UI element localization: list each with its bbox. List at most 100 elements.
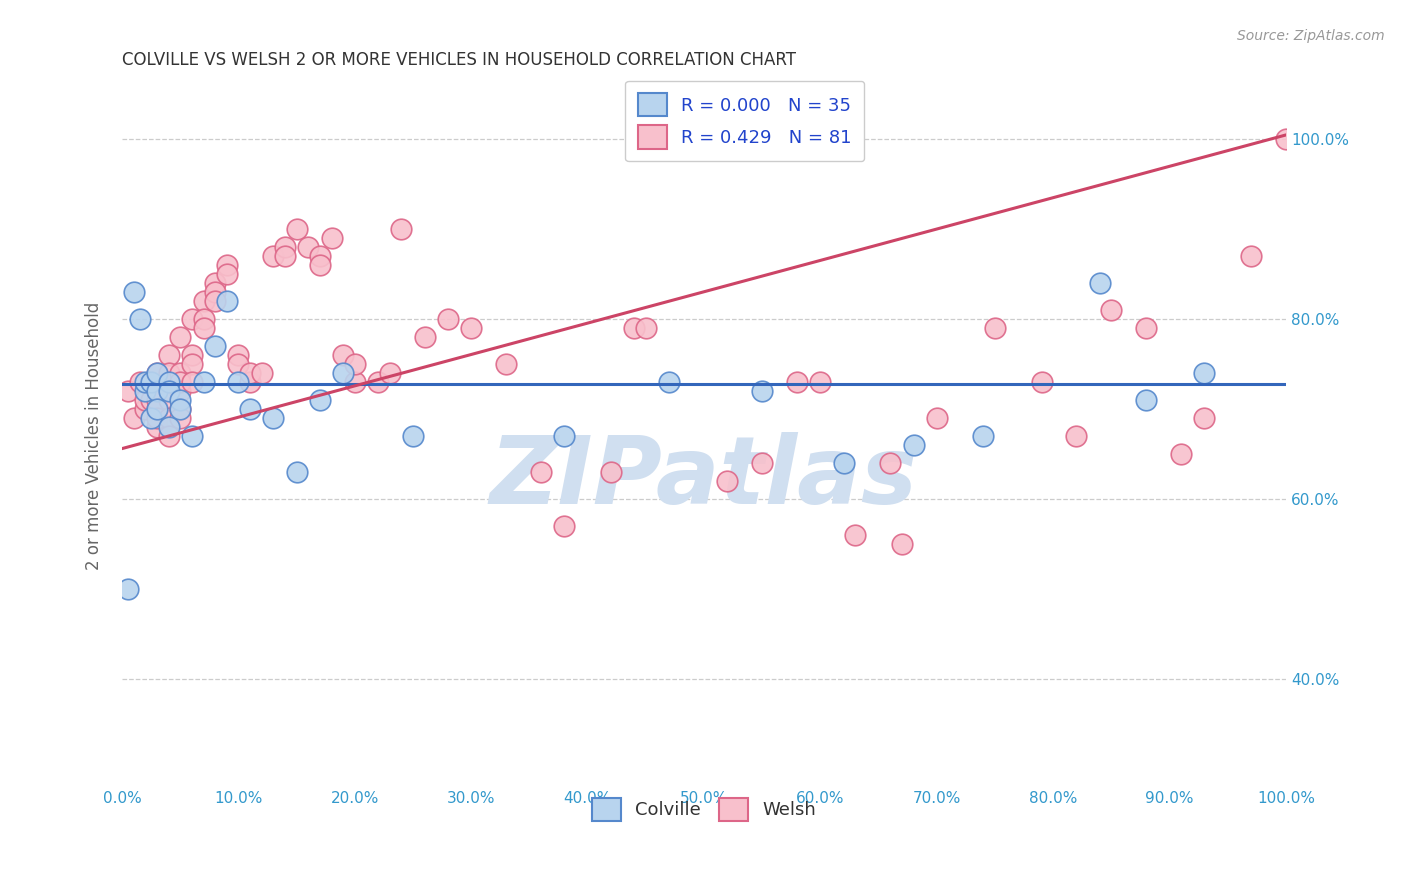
Point bbox=[228, 348, 250, 362]
Point bbox=[239, 402, 262, 417]
Point bbox=[180, 312, 202, 326]
Point bbox=[215, 267, 238, 281]
Point bbox=[146, 392, 169, 407]
Text: COLVILLE VS WELSH 2 OR MORE VEHICLES IN HOUSEHOLD CORRELATION CHART: COLVILLE VS WELSH 2 OR MORE VEHICLES IN … bbox=[122, 51, 796, 69]
Legend: Colville, Welsh: Colville, Welsh bbox=[579, 785, 828, 833]
Point bbox=[117, 384, 139, 398]
Point bbox=[495, 357, 517, 371]
Point bbox=[1088, 277, 1111, 291]
Point bbox=[1135, 392, 1157, 407]
Point bbox=[623, 321, 645, 335]
Point bbox=[367, 375, 389, 389]
Point bbox=[1240, 249, 1263, 263]
Point bbox=[180, 429, 202, 443]
Point bbox=[146, 366, 169, 380]
Point bbox=[169, 375, 191, 389]
Point bbox=[141, 392, 163, 407]
Point bbox=[134, 384, 156, 398]
Point bbox=[180, 375, 202, 389]
Point bbox=[169, 384, 191, 398]
Point bbox=[169, 366, 191, 380]
Point bbox=[146, 366, 169, 380]
Point bbox=[134, 375, 156, 389]
Point bbox=[262, 249, 284, 263]
Point bbox=[378, 366, 401, 380]
Point bbox=[984, 321, 1007, 335]
Point bbox=[321, 231, 343, 245]
Point bbox=[204, 285, 226, 300]
Point bbox=[634, 321, 657, 335]
Point bbox=[157, 392, 180, 407]
Point bbox=[1099, 303, 1122, 318]
Text: Source: ZipAtlas.com: Source: ZipAtlas.com bbox=[1237, 29, 1385, 43]
Point bbox=[134, 402, 156, 417]
Point bbox=[890, 537, 912, 551]
Point bbox=[228, 375, 250, 389]
Point bbox=[844, 528, 866, 542]
Point bbox=[786, 375, 808, 389]
Point bbox=[751, 456, 773, 470]
Point bbox=[1194, 366, 1216, 380]
Point bbox=[309, 249, 332, 263]
Point bbox=[832, 456, 855, 470]
Point bbox=[146, 402, 169, 417]
Point bbox=[146, 420, 169, 434]
Point bbox=[141, 375, 163, 389]
Point bbox=[903, 438, 925, 452]
Point bbox=[157, 375, 180, 389]
Point bbox=[309, 258, 332, 272]
Point bbox=[343, 357, 366, 371]
Y-axis label: 2 or more Vehicles in Household: 2 or more Vehicles in Household bbox=[86, 301, 103, 570]
Point bbox=[169, 402, 191, 417]
Point bbox=[658, 375, 681, 389]
Point bbox=[553, 519, 575, 533]
Point bbox=[146, 402, 169, 417]
Point bbox=[262, 411, 284, 425]
Point bbox=[204, 294, 226, 309]
Point bbox=[169, 411, 191, 425]
Point bbox=[250, 366, 273, 380]
Point bbox=[925, 411, 948, 425]
Point bbox=[808, 375, 831, 389]
Point bbox=[169, 392, 191, 407]
Point bbox=[716, 474, 738, 488]
Point bbox=[751, 384, 773, 398]
Point bbox=[332, 348, 354, 362]
Point bbox=[157, 348, 180, 362]
Point bbox=[285, 222, 308, 236]
Point bbox=[122, 411, 145, 425]
Point bbox=[134, 392, 156, 407]
Point bbox=[180, 348, 202, 362]
Point bbox=[879, 456, 901, 470]
Point bbox=[215, 258, 238, 272]
Point bbox=[239, 366, 262, 380]
Point bbox=[157, 420, 180, 434]
Point bbox=[193, 294, 215, 309]
Point bbox=[274, 249, 297, 263]
Point bbox=[193, 312, 215, 326]
Point bbox=[239, 375, 262, 389]
Point bbox=[117, 582, 139, 596]
Point bbox=[274, 240, 297, 254]
Point bbox=[193, 375, 215, 389]
Point bbox=[530, 465, 553, 479]
Point bbox=[128, 375, 150, 389]
Point bbox=[128, 312, 150, 326]
Point bbox=[1275, 132, 1298, 146]
Point bbox=[389, 222, 412, 236]
Point bbox=[413, 330, 436, 344]
Point bbox=[215, 294, 238, 309]
Point bbox=[157, 384, 180, 398]
Point bbox=[141, 375, 163, 389]
Point bbox=[204, 339, 226, 353]
Point bbox=[402, 429, 425, 443]
Point bbox=[157, 366, 180, 380]
Point bbox=[297, 240, 319, 254]
Point bbox=[460, 321, 482, 335]
Point bbox=[332, 366, 354, 380]
Point bbox=[180, 357, 202, 371]
Point bbox=[204, 277, 226, 291]
Point bbox=[146, 384, 169, 398]
Point bbox=[193, 321, 215, 335]
Point bbox=[972, 429, 994, 443]
